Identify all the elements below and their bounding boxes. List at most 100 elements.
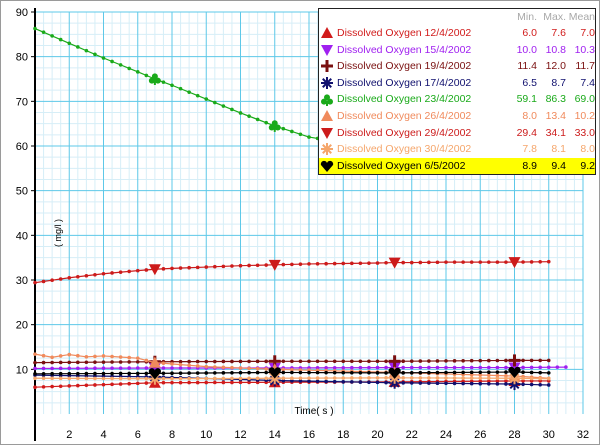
series-marker — [321, 60, 333, 73]
data-point — [230, 370, 234, 375]
y-tick-label: 50 — [16, 186, 28, 198]
data-point — [529, 370, 534, 375]
data-point — [187, 265, 191, 270]
data-point — [170, 380, 174, 385]
y-tick-label: 70 — [16, 96, 28, 108]
data-point — [504, 370, 508, 374]
data-point — [418, 370, 423, 375]
data-point — [221, 376, 226, 381]
data-point — [409, 359, 414, 363]
data-point — [375, 371, 380, 375]
data-point — [221, 371, 226, 375]
data-point — [495, 382, 500, 386]
legend-header: Min. Max. Mean — [319, 9, 595, 25]
data-point — [41, 371, 46, 376]
legend-mean-value: 69.0 — [574, 93, 595, 106]
data-point — [350, 261, 354, 266]
data-point — [67, 366, 72, 371]
data-point — [67, 360, 72, 365]
data-point — [495, 373, 500, 378]
legend: Min. Max. Mean Dissolved Oxygen 12/4/200… — [318, 8, 596, 176]
data-point — [435, 260, 440, 265]
data-point — [546, 383, 551, 387]
legend-min-value: 6.5 — [522, 76, 537, 89]
data-point — [529, 260, 534, 264]
data-point — [238, 111, 243, 115]
data-point — [427, 381, 431, 385]
series-marker — [148, 356, 161, 368]
data-point — [495, 376, 500, 381]
data-point — [264, 370, 268, 375]
data-point — [187, 359, 191, 364]
data-point — [452, 370, 457, 375]
data-point — [255, 117, 260, 122]
data-point — [298, 376, 303, 380]
data-point — [401, 359, 405, 364]
legend-marker-icon — [319, 25, 335, 41]
legend-min-value: 59.1 — [516, 93, 537, 106]
data-point — [487, 365, 491, 370]
data-point — [93, 360, 97, 364]
legend-max-value: 12.0 — [545, 60, 566, 73]
data-point — [213, 359, 217, 364]
data-point — [427, 365, 431, 370]
y-tick-label: 30 — [16, 275, 28, 287]
data-point — [332, 359, 337, 364]
data-point — [401, 260, 405, 265]
data-point — [444, 260, 448, 264]
data-point — [33, 372, 37, 376]
data-point — [427, 370, 431, 375]
data-point — [67, 352, 72, 357]
data-point — [427, 260, 431, 265]
data-point — [469, 376, 474, 380]
series-marker — [388, 257, 401, 269]
data-point — [401, 376, 405, 380]
data-point — [195, 376, 200, 381]
data-point — [281, 376, 286, 381]
data-point — [195, 359, 200, 364]
series-3 — [33, 354, 551, 368]
data-point — [504, 365, 508, 370]
data-point — [495, 379, 500, 383]
data-point — [170, 83, 174, 88]
data-point — [76, 366, 80, 371]
data-point — [144, 366, 149, 370]
data-point — [33, 360, 37, 365]
data-point — [332, 370, 337, 375]
x-tick-label: 32 — [577, 429, 589, 441]
data-point — [290, 129, 294, 134]
x-tick-label: 22 — [406, 429, 418, 441]
data-point — [110, 376, 114, 381]
legend-mean-value: 33.0 — [574, 126, 595, 139]
data-point — [298, 262, 303, 266]
data-point — [469, 370, 474, 375]
data-point — [315, 262, 320, 266]
data-point — [161, 371, 166, 376]
data-point — [135, 268, 140, 273]
data-point — [161, 361, 166, 366]
data-point — [41, 360, 46, 365]
data-point — [135, 371, 140, 376]
data-point — [144, 268, 149, 272]
data-point — [478, 376, 483, 380]
series-marker — [148, 264, 161, 276]
data-point — [521, 376, 525, 381]
data-point — [341, 379, 346, 384]
x-tick-label: 6 — [135, 429, 141, 441]
data-point — [538, 370, 542, 375]
data-point — [461, 376, 465, 380]
data-point — [178, 380, 183, 385]
legend-max-value: 34.1 — [545, 126, 566, 139]
legend-series-name: Dissolved Oxygen 19/4/2002 — [337, 60, 472, 73]
data-point — [213, 376, 217, 381]
data-point — [487, 379, 491, 383]
data-point — [469, 381, 474, 386]
data-point — [127, 381, 131, 386]
data-point — [178, 86, 183, 91]
data-point — [487, 370, 491, 375]
legend-marker-icon — [319, 158, 335, 174]
data-point — [135, 70, 140, 74]
data-point — [478, 358, 483, 363]
data-point — [238, 263, 243, 268]
